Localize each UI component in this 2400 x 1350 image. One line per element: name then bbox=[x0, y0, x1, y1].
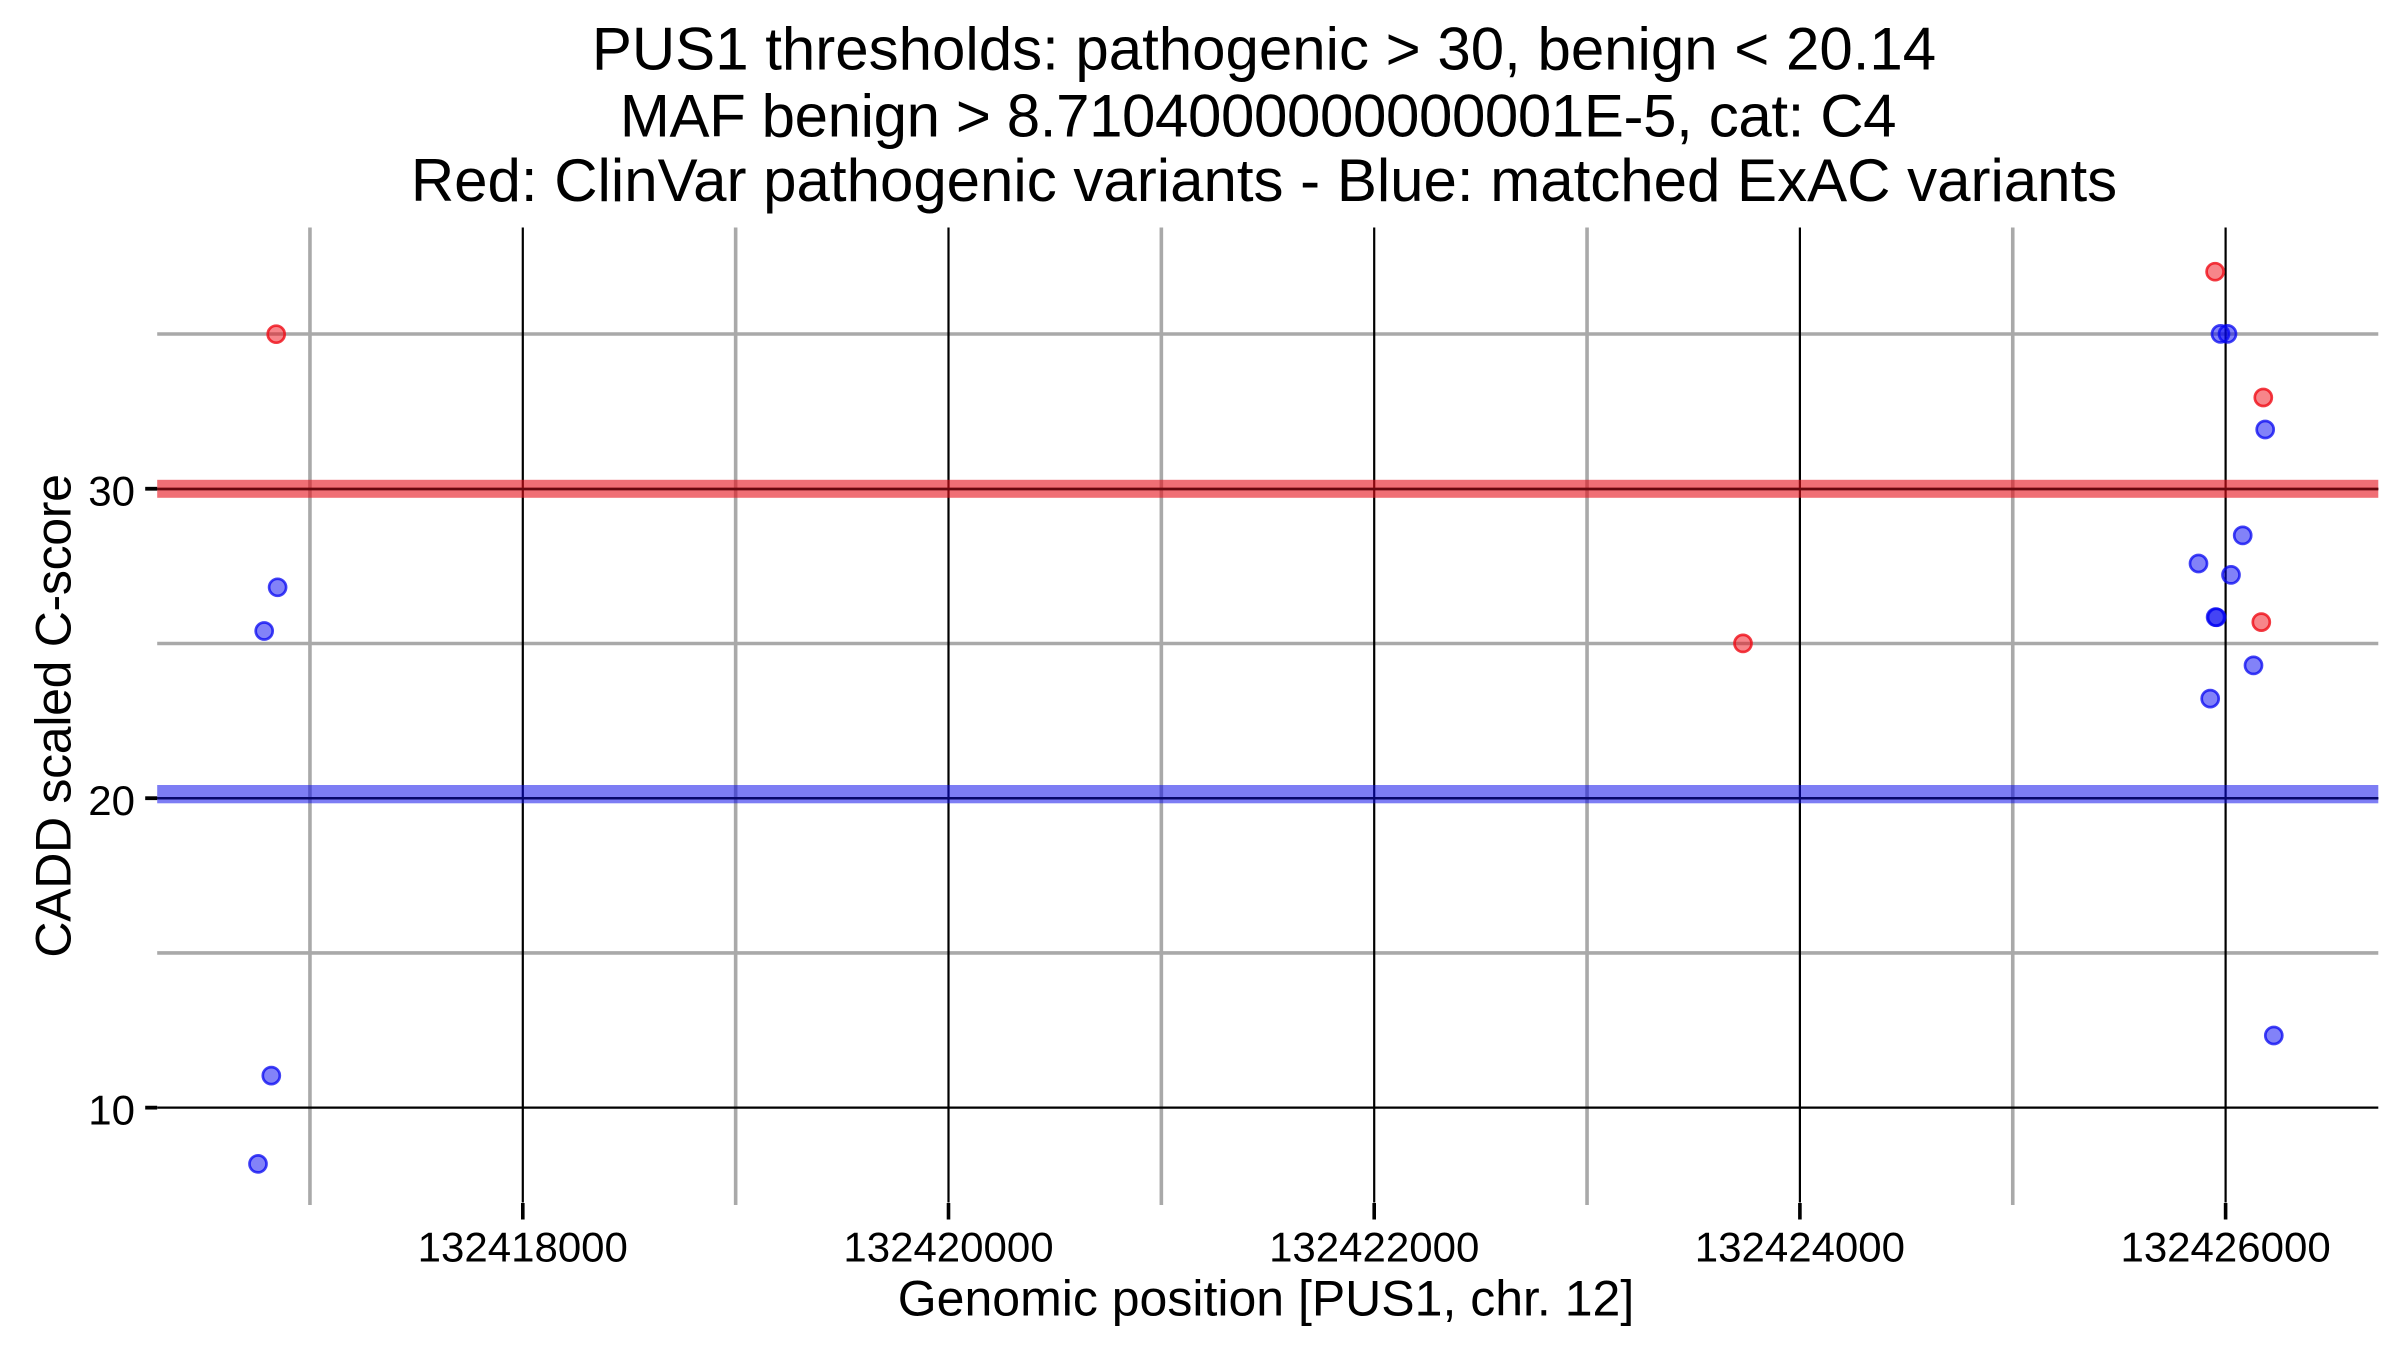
svg-text:132424000: 132424000 bbox=[1695, 1224, 1905, 1271]
svg-text:132418000: 132418000 bbox=[418, 1224, 628, 1271]
svg-text:30: 30 bbox=[88, 467, 135, 514]
svg-text:MAF benign > 8.710400000000000: MAF benign > 8.7104000000000001E-5, cat:… bbox=[620, 82, 1896, 149]
svg-text:132420000: 132420000 bbox=[843, 1224, 1053, 1271]
svg-text:20: 20 bbox=[88, 777, 135, 824]
svg-text:CADD scaled C-score: CADD scaled C-score bbox=[26, 474, 82, 957]
svg-text:132422000: 132422000 bbox=[1269, 1224, 1479, 1271]
svg-text:Red: ClinVar pathogenic varian: Red: ClinVar pathogenic variants - Blue:… bbox=[411, 147, 2117, 214]
svg-text:10: 10 bbox=[88, 1086, 135, 1133]
svg-text:PUS1 thresholds: pathogenic >: PUS1 thresholds: pathogenic > 30, benign… bbox=[592, 16, 1936, 83]
svg-text:Genomic position [PUS1, chr. 1: Genomic position [PUS1, chr. 12] bbox=[898, 1271, 1634, 1327]
svg-text:132426000: 132426000 bbox=[2120, 1224, 2330, 1271]
